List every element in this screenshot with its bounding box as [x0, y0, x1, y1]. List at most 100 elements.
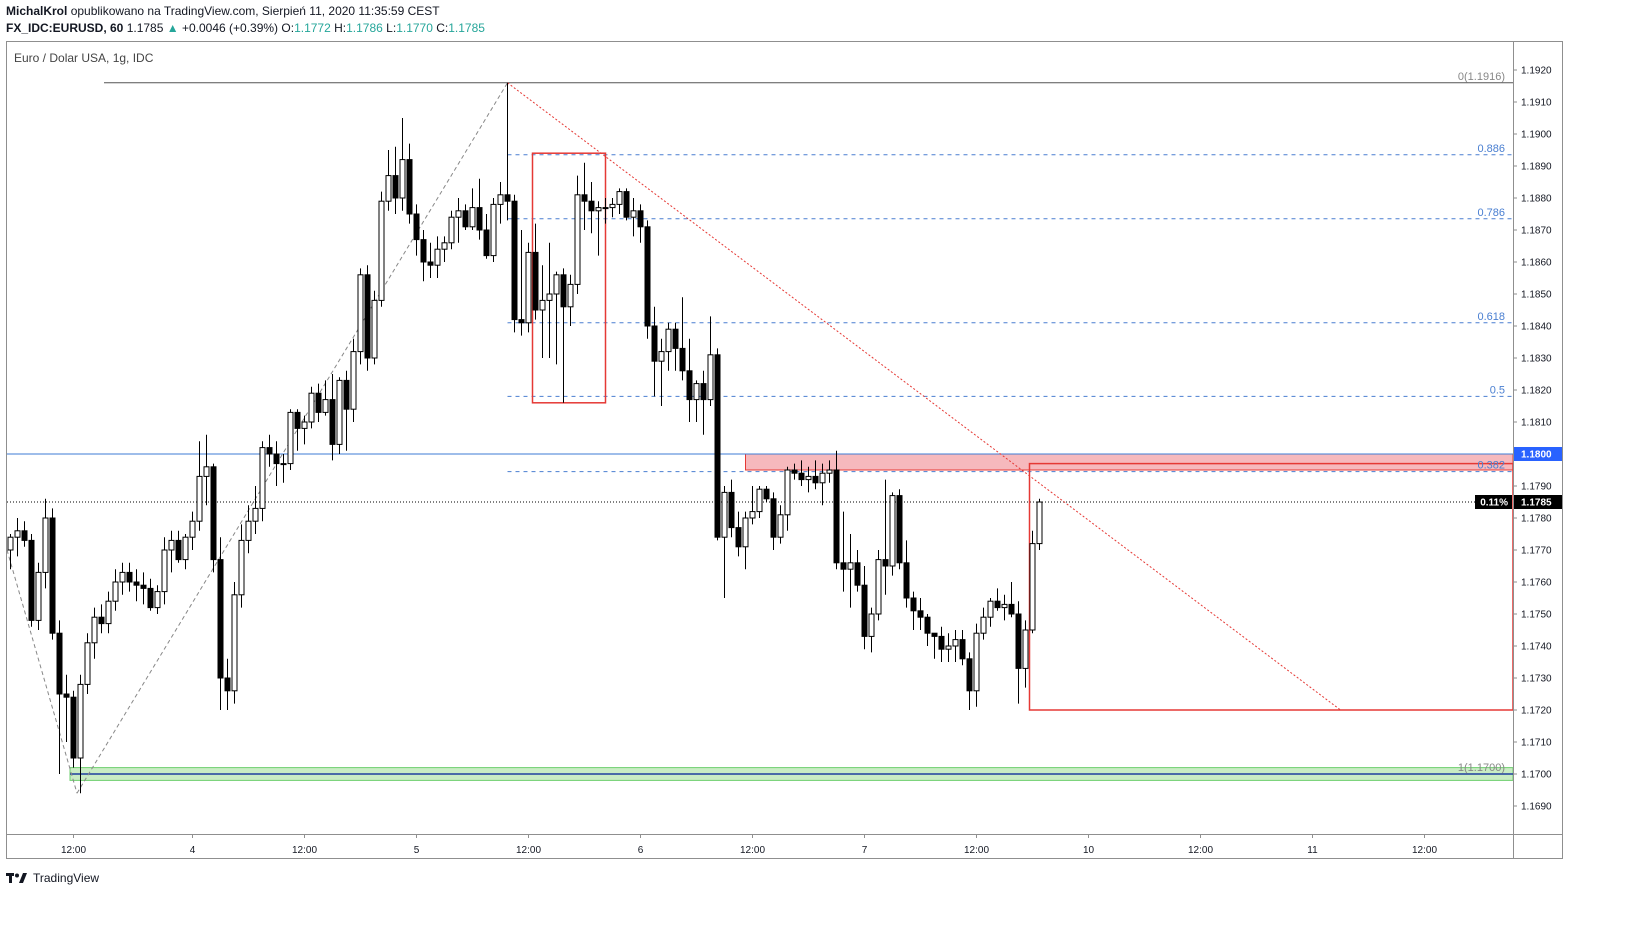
candle-body-bull [553, 274, 560, 295]
price-tick-label: 1.1850 [1521, 290, 1552, 301]
footer-brand[interactable]: TradingView [33, 871, 100, 885]
candle-body-bull [252, 507, 259, 522]
candle [917, 598, 924, 630]
candle [35, 562, 42, 630]
candle [728, 479, 735, 538]
price-tick-label: 1.1760 [1521, 578, 1552, 589]
candle [714, 348, 721, 541]
candle [315, 383, 322, 422]
candle [175, 530, 182, 563]
candle-body-bear [315, 392, 322, 413]
candle-body-bull [742, 517, 749, 548]
candle-body-bull [203, 466, 210, 477]
candle-body-bull [378, 200, 385, 301]
candle [497, 182, 504, 224]
candle-body-bull [105, 600, 112, 625]
candle [462, 204, 469, 230]
candle [798, 460, 805, 486]
candle-body-bull [1036, 501, 1043, 545]
candle [196, 441, 203, 531]
author-name[interactable]: MichalKrol [6, 4, 68, 18]
candle-body-bear [420, 239, 427, 263]
candle-body-bear [959, 639, 966, 660]
chart-title: Euro / Dolar USA, 1g, IDC [14, 51, 154, 65]
candle-body-bear [714, 354, 721, 538]
candle [749, 486, 756, 525]
candle [56, 620, 63, 774]
candle-body-bull [322, 399, 329, 413]
candle-body-bull [945, 645, 952, 650]
candle [889, 492, 896, 576]
candle [308, 386, 315, 429]
candle-body-bull [847, 562, 854, 570]
candle [532, 223, 539, 320]
candle-body-bull [35, 571, 42, 621]
candle-body-bull [119, 571, 126, 583]
price-tick-label: 1.1730 [1521, 674, 1552, 685]
candle-body-bear [406, 159, 413, 215]
candle [98, 604, 105, 634]
candle-body-bear [903, 562, 910, 599]
candle [875, 550, 882, 621]
candle-body-bull [546, 293, 553, 301]
candle-body-bull [595, 207, 602, 212]
candle [294, 409, 301, 451]
ohlc-line: FX_IDC:EURUSD, 60 1.1785 ▲ +0.0046 (+0.3… [6, 21, 485, 35]
candle-body-bull [707, 354, 714, 401]
candle [322, 380, 329, 416]
candle-body-bear [28, 539, 35, 621]
candle [980, 607, 987, 640]
candle [42, 498, 49, 589]
candle [161, 537, 168, 605]
footer: TradingView [6, 871, 99, 885]
candle-body-bull [231, 594, 238, 692]
time-tick-label: 12:00 [292, 845, 317, 856]
candle-body-bear [98, 616, 105, 625]
candle-body-bear [343, 379, 350, 410]
candle [105, 591, 112, 634]
candle [903, 540, 910, 608]
candle [182, 534, 189, 570]
price-tick-label: 1.1790 [1521, 482, 1552, 493]
candle [448, 210, 455, 250]
candle-body-bull [455, 210, 462, 218]
candle [658, 338, 665, 406]
price-tick-label: 1.1880 [1521, 194, 1552, 205]
candle [91, 607, 98, 659]
candle [693, 380, 700, 422]
candle-body-bear [63, 693, 70, 698]
candle [854, 550, 861, 592]
fib-level-label: 0.786 [1477, 207, 1505, 219]
price-tick-label: 1.1890 [1521, 162, 1552, 173]
candle-body-bull [973, 632, 980, 692]
candle [357, 268, 364, 365]
price-tick-label: 1.1810 [1521, 418, 1552, 429]
candle-body-bull [756, 488, 763, 513]
candle-body-bear [672, 328, 679, 349]
candle-body-bull [980, 616, 987, 634]
candle-body-bull [7, 536, 14, 551]
candle [959, 630, 966, 666]
candle-body-bear [861, 584, 868, 637]
candle [77, 674, 84, 794]
candle [770, 492, 777, 550]
candle [217, 537, 224, 710]
candle [287, 409, 294, 470]
candle [609, 198, 616, 218]
candle [434, 236, 441, 278]
candle-body-bear [728, 491, 735, 529]
candle-body-bear [210, 466, 217, 561]
candle [686, 338, 693, 422]
candle [154, 585, 161, 614]
price-tick-label: 1.1720 [1521, 706, 1552, 717]
candle [847, 534, 854, 608]
price-tick-label: 1.1690 [1521, 802, 1552, 813]
candle-body-bull [497, 194, 504, 205]
candle [490, 198, 497, 262]
high-label: H: [334, 21, 347, 35]
candle [1015, 601, 1022, 704]
candle [840, 511, 847, 592]
candle [168, 530, 175, 573]
candle [14, 518, 21, 557]
